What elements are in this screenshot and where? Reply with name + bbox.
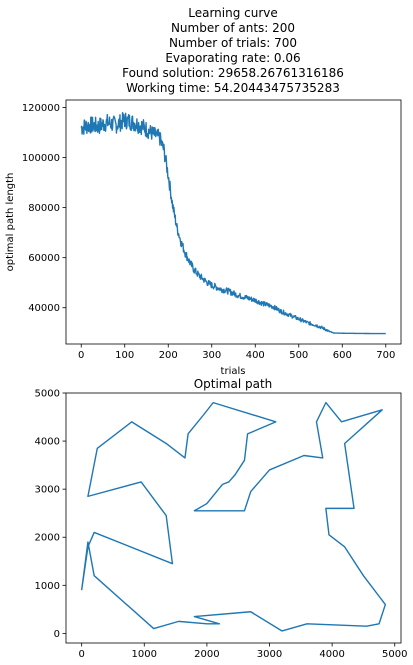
learning-curve-xtick-label: 400 (246, 350, 265, 361)
optimal-path-plot-frame (65, 392, 402, 644)
learning-curve-xlabel: trials (221, 366, 246, 377)
learning-curve-xtick-label: 300 (202, 350, 221, 361)
learning-curve-ytick-label: 40000 (28, 303, 60, 314)
learning-curve-xtick-label: 200 (159, 350, 178, 361)
optimal-path-xtick-label: 0 (78, 649, 84, 660)
optimal-path-xtick-label: 1000 (132, 649, 157, 660)
learning-curve-ytick-label: 100000 (22, 153, 60, 164)
learning-curve-xtick-label: 700 (376, 350, 395, 361)
learning-curve-title-line-2: Number of ants: 200 (171, 21, 295, 35)
optimal-path-route-line (80, 401, 387, 632)
optimal-path-ytick-label: 1000 (35, 581, 60, 592)
learning-curve-title-line-5: Found solution: 29658.26761316186 (122, 66, 344, 80)
learning-curve-title-line-3: Number of trials: 700 (169, 36, 297, 50)
learning-curve-xtick-label: 600 (333, 350, 352, 361)
optimal-path-ytick-label: 4000 (35, 437, 60, 448)
optimal-path-ytick-label: 3000 (35, 485, 60, 496)
learning-curve-title-line-4: Evaporating rate: 0.06 (165, 51, 300, 65)
learning-curve-xtick-label: 500 (289, 350, 308, 361)
learning-curve-plot-frame (65, 99, 402, 345)
optimal-path-title: Optimal path (194, 377, 273, 391)
optimal-path-ytick-label: 5000 (35, 389, 60, 400)
learning-curve-ylabel: optimal path length (5, 173, 16, 272)
learning-curve-chart: 0 100 200 300 400 500 600 700 40000 60000 80000 100… (22, 99, 402, 361)
learning-curve-ytick-label: 60000 (28, 253, 60, 264)
learning-curve-title-line-6: Working time: 54.20443475735283 (126, 81, 340, 95)
optimal-path-ytick-label: 0 (54, 629, 60, 640)
learning-curve-xtick-label: 100 (115, 350, 134, 361)
learning-curve-title-line-1: Learning curve (188, 6, 278, 20)
optimal-path-ytick-label: 2000 (35, 533, 60, 544)
optimal-path-xtick-label: 2000 (194, 649, 219, 660)
optimal-path-chart: 0 1000 2000 3000 4000 5000 0 1000 2000 3000 4000 50… (35, 389, 408, 661)
learning-curve-xtick-label: 0 (78, 350, 84, 361)
optimal-path-xtick-label: 5000 (382, 649, 407, 660)
learning-curve-ytick-label: 80000 (28, 203, 60, 214)
optimal-path-xtick-label: 3000 (257, 649, 282, 660)
learning-curve-ytick-label: 120000 (22, 103, 60, 114)
learning-curve-series-line (80, 111, 387, 335)
optimal-path-xtick-label: 4000 (319, 649, 344, 660)
learning-curve-title: Learning curve Number of ants: 200 Numbe… (122, 6, 344, 95)
